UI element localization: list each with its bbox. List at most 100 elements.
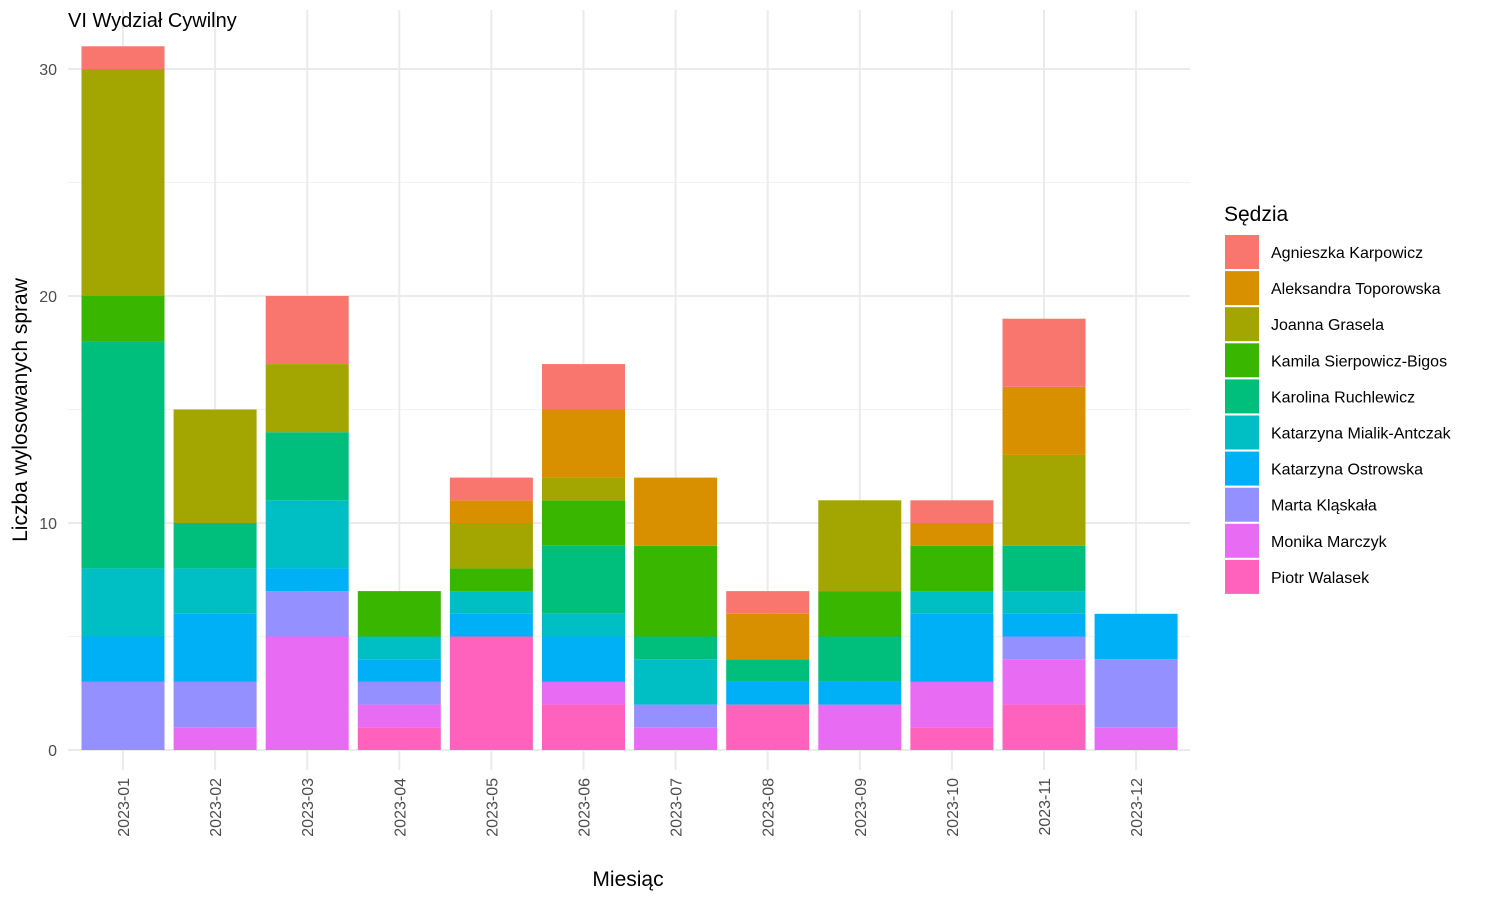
bar-segment <box>726 613 810 660</box>
bar-segment <box>265 591 349 637</box>
legend-title: Sędzia <box>1224 203 1289 226</box>
y-tick-label: 30 <box>39 62 57 79</box>
bar-segment <box>818 704 902 750</box>
bar-segment <box>818 681 902 705</box>
bar-segment <box>726 704 810 750</box>
bar-segment <box>910 545 994 592</box>
bar-segment <box>173 613 257 682</box>
legend-label: Joanna Grasela <box>1271 317 1384 334</box>
bar-segment <box>81 681 165 750</box>
bar-segment <box>634 477 718 546</box>
bar-segment <box>726 659 810 682</box>
bar-segment <box>1002 613 1086 637</box>
legend-swatch <box>1225 487 1259 522</box>
bar-segment <box>542 704 625 750</box>
y-tick-label: 0 <box>48 743 57 760</box>
bars <box>81 46 1178 750</box>
bar-segment <box>265 636 349 750</box>
bar-segment <box>81 341 165 569</box>
bar-segment <box>449 568 533 592</box>
bar-segment <box>1094 727 1178 750</box>
bar-segment <box>634 659 718 705</box>
bar-segment <box>542 500 625 546</box>
bar-segment <box>357 704 441 728</box>
bar-segment <box>1002 545 1086 592</box>
legend-label: Katarzyna Mialik-Antczak <box>1271 426 1452 443</box>
x-tick-label: 2023-03 <box>300 778 317 837</box>
bar-segment <box>357 681 441 705</box>
bar-segment <box>1094 659 1178 728</box>
bar-segment <box>81 46 165 69</box>
bar-segment <box>634 727 718 750</box>
bar-segment <box>910 523 994 546</box>
y-axis-label: Liczba wylosowanych spraw <box>9 277 32 542</box>
bar-segment <box>265 364 349 433</box>
bar-segment <box>726 591 810 614</box>
bar-segment <box>81 636 165 682</box>
legend-label: Kamila Sierpowicz-Bigos <box>1271 353 1447 370</box>
bar-segment <box>542 613 625 637</box>
chart-title: VI Wydział Cywilny <box>68 10 237 32</box>
bar-segment <box>1002 386 1086 455</box>
bar-segment <box>818 636 902 682</box>
bar-segment <box>542 364 625 410</box>
legend-label: Piotr Walasek <box>1271 570 1370 587</box>
bar-segment <box>449 636 533 750</box>
legend-label: Karolina Ruchlewicz <box>1271 389 1415 406</box>
bar-segment <box>726 681 810 705</box>
bar-segment <box>173 568 257 614</box>
bar-segment <box>1002 704 1086 750</box>
bar-segment <box>357 727 441 750</box>
bar-segment <box>634 545 718 637</box>
bar-segment <box>910 613 994 682</box>
bar-segment <box>81 568 165 637</box>
bar-segment <box>542 681 625 705</box>
legend-swatch <box>1225 559 1259 594</box>
x-tick-label: 2023-09 <box>853 778 870 837</box>
legend-swatch <box>1225 379 1259 414</box>
legend-swatch <box>1225 451 1259 486</box>
bar-segment <box>818 591 902 637</box>
legend-swatch <box>1225 343 1259 378</box>
legend: Sędzia Agnieszka Karpowicz Aleksandra Top… <box>1224 203 1452 594</box>
bar-segment <box>1094 613 1178 660</box>
bar-segment <box>818 500 902 592</box>
bar-segment <box>634 636 718 660</box>
legend-swatch <box>1225 307 1259 342</box>
bar-segment <box>910 591 994 614</box>
y-tick-labels: 0 10 20 30 <box>39 62 57 760</box>
legend-label: Monika Marczyk <box>1271 534 1388 551</box>
x-tick-label: 2023-04 <box>392 778 409 837</box>
x-tick-label: 2023-01 <box>116 778 133 837</box>
legend-label: Katarzyna Ostrowska <box>1271 462 1423 479</box>
y-tick-label: 20 <box>39 289 57 306</box>
bar-segment <box>357 591 441 637</box>
legend-swatch <box>1225 271 1259 306</box>
bar-segment <box>265 432 349 501</box>
x-tick-label: 2023-07 <box>669 778 686 837</box>
bar-segment <box>449 591 533 614</box>
bar-segment <box>173 409 257 523</box>
bar-segment <box>173 523 257 569</box>
bar-segment <box>265 568 349 592</box>
x-axis-label: Miesiąc <box>592 868 663 891</box>
bar-segment <box>1002 636 1086 660</box>
x-tick-label: 2023-08 <box>761 778 778 837</box>
bar-segment <box>357 636 441 660</box>
bar-segment <box>910 681 994 728</box>
x-tick-label: 2023-10 <box>945 778 962 837</box>
bar-segment <box>449 477 533 501</box>
legend-label: Agnieszka Karpowicz <box>1271 245 1423 262</box>
x-tick-label: 2023-06 <box>577 778 594 837</box>
legend-swatch <box>1225 415 1259 450</box>
bar-segment <box>449 613 533 637</box>
bar-segment <box>1002 318 1086 387</box>
bar-segment <box>173 681 257 728</box>
bar-segment <box>81 69 165 296</box>
x-tick-labels: 2023-01 2023-02 2023-03 2023-04 2023-05 2023-… <box>116 778 1146 837</box>
bar-segment <box>542 545 625 614</box>
legend-swatch <box>1225 235 1259 269</box>
bar-segment <box>1002 591 1086 614</box>
